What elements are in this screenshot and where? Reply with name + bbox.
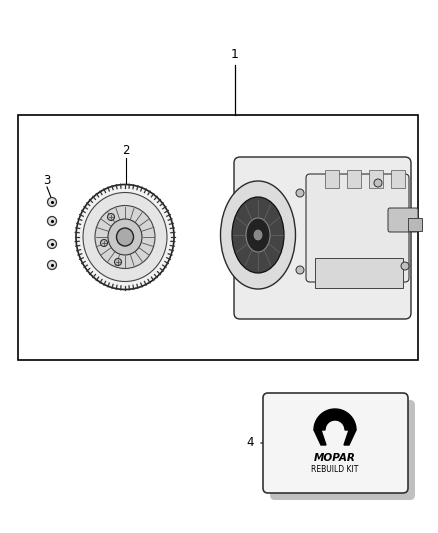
Circle shape	[47, 198, 57, 206]
Circle shape	[47, 239, 57, 248]
Circle shape	[47, 216, 57, 225]
Ellipse shape	[108, 219, 142, 255]
Circle shape	[401, 262, 409, 270]
Text: 2: 2	[122, 143, 130, 157]
Bar	[347, 170, 361, 188]
Text: MOPAR: MOPAR	[314, 453, 356, 463]
Ellipse shape	[246, 218, 270, 252]
Circle shape	[296, 189, 304, 197]
Ellipse shape	[254, 230, 262, 240]
Ellipse shape	[220, 181, 296, 289]
Bar	[391, 170, 405, 188]
Bar	[18, 115, 418, 360]
Bar	[325, 170, 339, 188]
FancyBboxPatch shape	[234, 157, 411, 319]
Text: REBUILD KIT: REBUILD KIT	[311, 465, 359, 474]
Text: 3: 3	[43, 174, 51, 187]
FancyBboxPatch shape	[388, 208, 418, 232]
Circle shape	[114, 259, 121, 265]
FancyBboxPatch shape	[270, 400, 415, 500]
Bar	[408, 218, 422, 231]
FancyBboxPatch shape	[306, 174, 409, 282]
Text: 1: 1	[231, 49, 239, 61]
Circle shape	[100, 239, 107, 246]
Bar	[369, 170, 383, 188]
Ellipse shape	[232, 197, 284, 273]
Bar	[315, 258, 403, 288]
Circle shape	[47, 261, 57, 270]
Circle shape	[296, 266, 304, 274]
Ellipse shape	[117, 228, 134, 246]
Polygon shape	[344, 430, 356, 445]
Circle shape	[107, 214, 114, 221]
Polygon shape	[314, 430, 326, 445]
FancyBboxPatch shape	[263, 393, 408, 493]
Circle shape	[374, 179, 382, 187]
Polygon shape	[314, 409, 356, 430]
Ellipse shape	[83, 192, 167, 281]
Ellipse shape	[76, 184, 174, 289]
Ellipse shape	[95, 206, 155, 269]
Text: 4: 4	[246, 437, 254, 449]
